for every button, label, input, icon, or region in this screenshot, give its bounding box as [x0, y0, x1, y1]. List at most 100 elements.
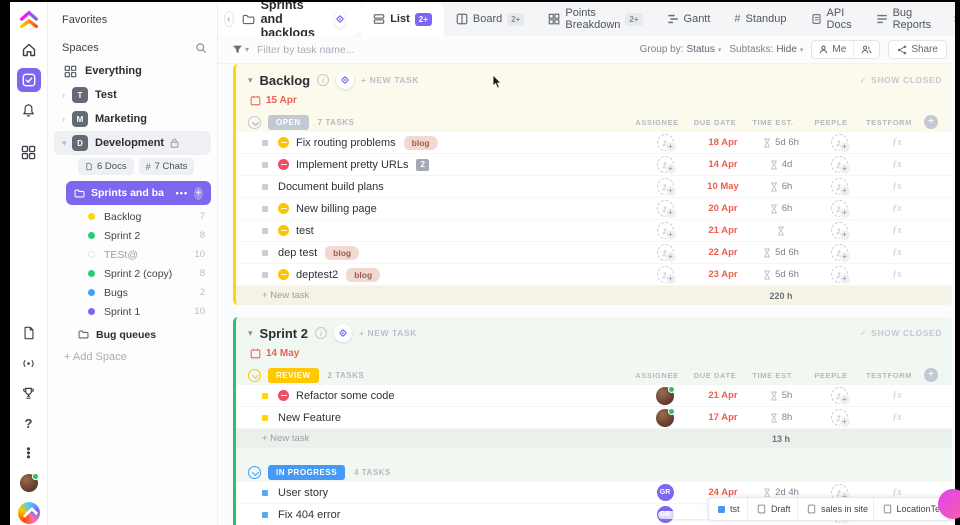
due-date[interactable]: 10 May: [707, 181, 739, 192]
me-filter-button[interactable]: Me: [812, 41, 853, 58]
assignee-add-icon[interactable]: [656, 156, 677, 175]
info-icon[interactable]: i: [314, 327, 327, 339]
assignee-avatar[interactable]: GR: [656, 484, 674, 501]
collapse-group-icon[interactable]: ▾: [248, 74, 253, 85]
filter-icon[interactable]: ▾: [232, 44, 249, 55]
pulse-icon[interactable]: [17, 351, 41, 375]
formula-field-icon[interactable]: ƒx: [892, 203, 902, 214]
assignee-add-icon[interactable]: [656, 134, 677, 153]
collapse-sidebar-icon[interactable]: ‹: [224, 11, 234, 27]
column-header-time-est[interactable]: TIME EST.: [752, 117, 794, 127]
tab-points-breakdown[interactable]: Points Breakdown 2+: [536, 2, 654, 36]
formula-field-icon[interactable]: ƒx: [892, 137, 902, 148]
sidebar-list-bugs[interactable]: Bugs 2: [48, 283, 217, 302]
column-header-testform[interactable]: TESTFORM: [865, 117, 913, 127]
due-date[interactable]: 20 Apr: [708, 203, 738, 214]
status-badge[interactable]: REVIEW: [268, 367, 319, 383]
time-estimate[interactable]: 5d 6h: [763, 137, 799, 148]
tab-gantt[interactable]: Gantt: [655, 2, 723, 36]
formula-field-icon[interactable]: ƒx: [892, 225, 902, 236]
tag-blog[interactable]: blog: [325, 245, 360, 260]
column-header-due-date[interactable]: DUE DATE: [693, 370, 737, 380]
task-row[interactable]: deptest2 blog 23 Apr 5d 6h ƒx: [236, 264, 952, 286]
add-task-button[interactable]: + New task: [262, 433, 310, 444]
peeple-add-icon[interactable]: [830, 134, 851, 153]
user-avatar[interactable]: [17, 471, 41, 495]
add-view-button[interactable]: + View: [943, 2, 955, 36]
tag-blog[interactable]: blog: [346, 267, 381, 282]
assignee-add-icon[interactable]: [656, 244, 677, 263]
time-estimate[interactable]: 8h: [770, 412, 792, 423]
collapse-group-icon[interactable]: ▾: [248, 327, 253, 338]
peeple-add-icon[interactable]: [830, 387, 851, 406]
priority-icon[interactable]: [278, 390, 289, 401]
show-closed-toggle[interactable]: ✓ SHOW CLOSED: [859, 327, 942, 339]
sidebar-list-test[interactable]: TESt@ 10: [48, 245, 217, 264]
peeple-add-icon[interactable]: [830, 222, 851, 241]
spaces-header[interactable]: Spaces: [48, 37, 217, 59]
peeple-add-icon[interactable]: [830, 200, 851, 219]
task-row[interactable]: New Feature 17 Apr 8h ƒx: [236, 407, 952, 429]
assignee-add-icon[interactable]: [656, 200, 677, 219]
priority-icon[interactable]: [278, 137, 289, 148]
time-estimate[interactable]: [777, 226, 785, 236]
formula-field-icon[interactable]: ƒx: [892, 181, 902, 192]
drag-handle[interactable]: [262, 271, 268, 278]
due-date[interactable]: 14 Apr: [708, 159, 738, 170]
time-estimate[interactable]: 6h: [770, 203, 792, 214]
group-by-dropdown[interactable]: Group by: Status ▾: [639, 44, 722, 55]
time-estimate[interactable]: 5d 6h: [763, 269, 799, 280]
sidebar-space-test[interactable]: › T Test: [62, 87, 117, 103]
peeple-add-icon[interactable]: [830, 156, 851, 175]
tray-item-sales-in-site[interactable]: sales in site: [796, 498, 873, 520]
time-estimate[interactable]: 5d 6h: [763, 247, 799, 258]
task-row[interactable]: dep test blog 22 Apr 5d 6h ƒx: [236, 242, 952, 264]
column-header-peeple[interactable]: PEEPLE: [814, 370, 848, 380]
assignee-avatar[interactable]: [656, 407, 675, 427]
status-square[interactable]: [262, 392, 268, 399]
chats-pill[interactable]: # 7 Chats: [138, 158, 195, 175]
peeple-add-icon[interactable]: [830, 178, 851, 197]
time-estimate[interactable]: 2d 4h: [763, 487, 799, 498]
more-dots-icon[interactable]: •••: [175, 188, 189, 198]
goals-trophy-icon[interactable]: [17, 381, 41, 405]
task-row[interactable]: Refactor some code 21 Apr 5h ƒx: [236, 385, 952, 407]
column-header-peeple[interactable]: PEEPLE: [814, 117, 848, 127]
assignees-filter-button[interactable]: [853, 41, 879, 58]
subtask-count-badge[interactable]: 2: [416, 158, 429, 171]
collapse-status-icon[interactable]: [248, 368, 261, 382]
add-icon[interactable]: +: [194, 186, 203, 200]
sprint-target-icon[interactable]: [333, 324, 352, 342]
favorites-header[interactable]: Favorites: [62, 14, 108, 26]
task-row[interactable]: New billing page 20 Apr 6h ƒx: [236, 198, 952, 220]
tab-standup[interactable]: # Standup: [734, 13, 787, 25]
tasks-app-icon[interactable]: [16, 68, 41, 92]
priority-icon[interactable]: [278, 269, 289, 280]
drag-handle[interactable]: [262, 249, 268, 256]
new-task-button[interactable]: + NEW TASK: [358, 328, 417, 338]
sidebar-folder-sprints-and-backlogs[interactable]: Sprints and backlogs ••• +: [66, 181, 211, 205]
tab-bug-reports[interactable]: Bug Reports: [864, 2, 944, 36]
due-date[interactable]: 18 Apr: [708, 137, 738, 148]
column-header-testform[interactable]: TESTFORM: [865, 370, 913, 380]
priority-icon[interactable]: [278, 203, 289, 214]
filter-task-input[interactable]: [257, 43, 488, 56]
sidebar-space-marketing[interactable]: › M Marketing: [62, 111, 147, 127]
add-space-button[interactable]: + Add Space: [64, 351, 127, 363]
add-column-icon[interactable]: +: [924, 115, 938, 129]
new-task-button[interactable]: + NEW TASK: [361, 75, 420, 85]
task-row[interactable]: Implement pretty URLs 2 14 Apr 4d ƒx: [236, 154, 952, 176]
column-header-assignee[interactable]: ASSIGNEE: [635, 370, 679, 380]
formula-field-icon[interactable]: ƒx: [892, 269, 902, 280]
due-date[interactable]: 23 Apr: [708, 269, 738, 280]
assignee-add-icon[interactable]: [656, 178, 677, 197]
status-square[interactable]: [262, 414, 268, 421]
drag-handle[interactable]: [262, 139, 268, 146]
formula-field-icon[interactable]: ƒx: [892, 412, 902, 423]
sidebar-list-sprint-2-copy[interactable]: Sprint 2 (copy) 8: [48, 264, 217, 283]
tab-api-docs[interactable]: API Docs: [799, 2, 864, 36]
tab-list[interactable]: List 2+: [361, 2, 444, 36]
peeple-add-icon[interactable]: [830, 409, 851, 428]
add-column-icon[interactable]: +: [924, 368, 938, 382]
docs-icon[interactable]: [17, 321, 41, 345]
